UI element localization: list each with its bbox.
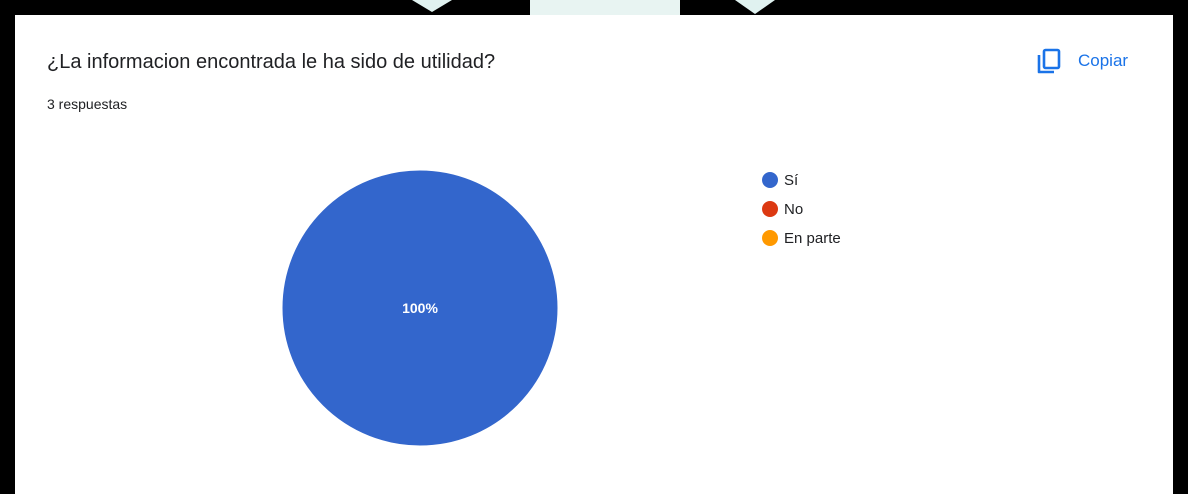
chart-legend: Sí No En parte xyxy=(762,172,841,247)
pie-slice-si[interactable] xyxy=(281,169,559,447)
legend-label-si: Sí xyxy=(784,172,799,189)
copy-chart-button[interactable]: Copiar xyxy=(1031,43,1136,79)
watermark-shape-right xyxy=(735,0,775,14)
legend-label-no: No xyxy=(784,201,803,218)
pie-chart: 100% Sí No En parte xyxy=(281,169,841,447)
copy-button-label: Copiar xyxy=(1078,51,1129,70)
watermark-shape-left xyxy=(412,0,452,12)
legend-swatch-en-parte xyxy=(762,230,778,246)
question-title: ¿La informacion encontrada le ha sido de… xyxy=(47,51,496,73)
pie-slices xyxy=(281,169,559,447)
response-summary-card: ¿La informacion encontrada le ha sido de… xyxy=(15,15,1173,494)
response-count: 3 respuestas xyxy=(47,96,128,112)
legend-item-si[interactable]: Sí xyxy=(762,172,799,189)
legend-swatch-no xyxy=(762,201,778,217)
legend-label-en-parte: En parte xyxy=(784,230,841,247)
legend-item-no[interactable]: No xyxy=(762,201,803,218)
pie-slice-si-label: 100% xyxy=(402,300,438,316)
legend-item-en-parte[interactable]: En parte xyxy=(762,230,841,247)
legend-swatch-si xyxy=(762,172,778,188)
pie-slice-labels: 100% xyxy=(402,300,438,316)
copy-icon xyxy=(1035,47,1063,75)
